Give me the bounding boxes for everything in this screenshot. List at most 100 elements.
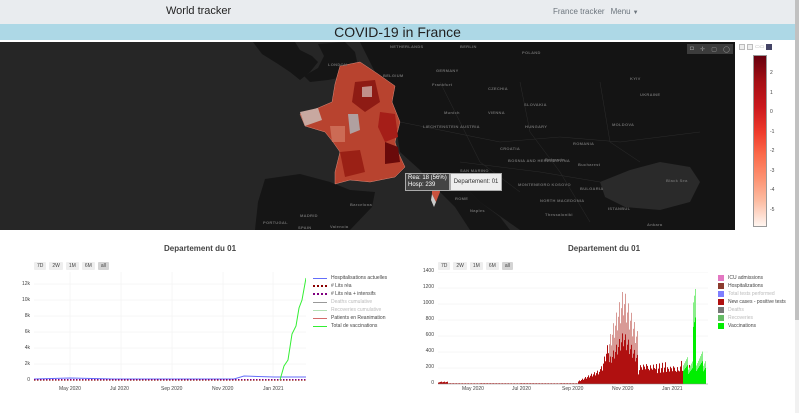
bar: [604, 368, 605, 384]
right-range-selector: 7D 2W 1M 6M all: [438, 262, 513, 270]
range-7d-button[interactable]: 7D: [34, 262, 47, 270]
bar: [692, 368, 693, 384]
legend-item[interactable]: Deaths: [718, 306, 786, 314]
bar: [554, 383, 555, 384]
bar: [665, 372, 666, 384]
colorbar-tick: -3: [770, 167, 775, 174]
bar: [505, 383, 506, 384]
box-select-icon[interactable]: ▢: [711, 46, 717, 53]
legend-item[interactable]: Hospitalisations actuelles: [313, 274, 387, 282]
legend-item[interactable]: # Lits réa: [313, 282, 387, 290]
y-tick: 6k: [24, 329, 30, 335]
bar: [465, 383, 466, 384]
page-scrollbar[interactable]: [795, 0, 799, 413]
legend-item[interactable]: Total de vaccinations: [313, 322, 387, 330]
bar: [632, 357, 633, 384]
range-all-button[interactable]: all: [501, 262, 513, 270]
pan-icon[interactable]: ✛: [699, 46, 705, 53]
bar: [574, 383, 575, 384]
bar: [454, 383, 455, 384]
bar: [566, 383, 567, 384]
plotly-logo-icon[interactable]: [766, 44, 773, 50]
legend-item[interactable]: Patients en Reanimation: [313, 314, 387, 322]
zoom-in-icon[interactable]: [739, 44, 745, 50]
map-place-label: BULGARIA: [580, 186, 604, 191]
bar: [565, 383, 566, 384]
bar: [452, 383, 453, 384]
lasso-icon[interactable]: ◯: [723, 46, 730, 53]
camera-icon[interactable]: ◘: [690, 46, 694, 52]
bar: [617, 354, 618, 384]
bar: [645, 375, 646, 384]
tooltip-rea: Rea: 18 (56%): [408, 175, 447, 181]
range-all-button[interactable]: all: [97, 262, 109, 270]
bar: [487, 383, 488, 384]
range-6m-button[interactable]: 6M: [485, 262, 499, 270]
bar: [666, 377, 667, 384]
x-tick: Jul 2020: [512, 386, 531, 392]
bar: [603, 372, 604, 384]
legend-item[interactable]: ICU admissions: [718, 274, 786, 282]
bar: [584, 380, 585, 384]
legend-item[interactable]: New cases - positive tests: [718, 298, 786, 306]
bar: [461, 383, 462, 384]
bar: [658, 375, 659, 384]
bar: [477, 383, 478, 384]
range-2w-button[interactable]: 2W: [453, 262, 467, 270]
choropleth-map[interactable]: LONDON NETHERLANDS BELGIUM BERLIN POLAND GERM…: [0, 42, 735, 230]
legend-item[interactable]: Hospitalizations: [718, 282, 786, 290]
bar: [678, 376, 679, 384]
scrollbar-thumb[interactable]: [795, 0, 799, 320]
legend-item[interactable]: Recoveries cumulative: [313, 306, 387, 314]
bar: [619, 338, 620, 384]
y-tick: 1400: [422, 268, 434, 274]
bar: [639, 376, 640, 384]
bar: [561, 383, 562, 384]
bar: [610, 356, 611, 384]
legend-label: Recoveries cumulative: [331, 307, 382, 313]
legend-item[interactable]: # Lits réa + intensifs: [313, 290, 387, 298]
bar: [551, 383, 552, 384]
right-bar-plot[interactable]: [438, 272, 708, 386]
bar: [683, 370, 684, 384]
bar: [705, 368, 706, 384]
bar: [469, 383, 470, 384]
nav-france-tracker[interactable]: France tracker: [553, 7, 605, 16]
legend-swatch: [313, 325, 327, 327]
bar: [690, 371, 691, 384]
legend-label: # Lits réa: [331, 283, 352, 289]
bar: [543, 383, 544, 384]
colorbar-modebar: ▭▭: [739, 44, 773, 50]
range-7d-button[interactable]: 7D: [438, 262, 451, 270]
brand-link[interactable]: World tracker: [166, 5, 232, 17]
legend-item[interactable]: Recoveries: [718, 314, 786, 322]
autoscale-icon[interactable]: ▭▭: [755, 44, 765, 50]
bar: [659, 372, 660, 384]
bar: [651, 375, 652, 384]
bar: [490, 383, 491, 384]
nav-menu-dropdown[interactable]: Menu ▼: [611, 7, 639, 16]
left-line-plot[interactable]: [34, 272, 306, 384]
bar: [640, 373, 641, 384]
map-place-label: ROME: [455, 196, 469, 201]
zoom-out-icon[interactable]: [747, 44, 753, 50]
bar: [674, 375, 675, 384]
legend-item[interactable]: Total tests performed: [718, 290, 786, 298]
range-6m-button[interactable]: 6M: [81, 262, 95, 270]
map-modebar: ◘ ✛ ▢ ◯: [687, 44, 733, 54]
bar: [511, 383, 512, 384]
range-1m-button[interactable]: 1M: [65, 262, 79, 270]
bar: [504, 383, 505, 384]
bar: [667, 374, 668, 384]
bar: [451, 383, 452, 384]
range-2w-button[interactable]: 2W: [49, 262, 63, 270]
legend-swatch: [313, 301, 327, 303]
bar: [693, 326, 694, 384]
legend-item[interactable]: Vaccinations: [718, 322, 786, 330]
y-tick: 600: [425, 332, 434, 338]
bar: [605, 371, 606, 384]
legend-item[interactable]: Deaths cumulative: [313, 298, 387, 306]
bar: [535, 383, 536, 384]
range-1m-button[interactable]: 1M: [469, 262, 483, 270]
legend-swatch: [313, 293, 327, 295]
